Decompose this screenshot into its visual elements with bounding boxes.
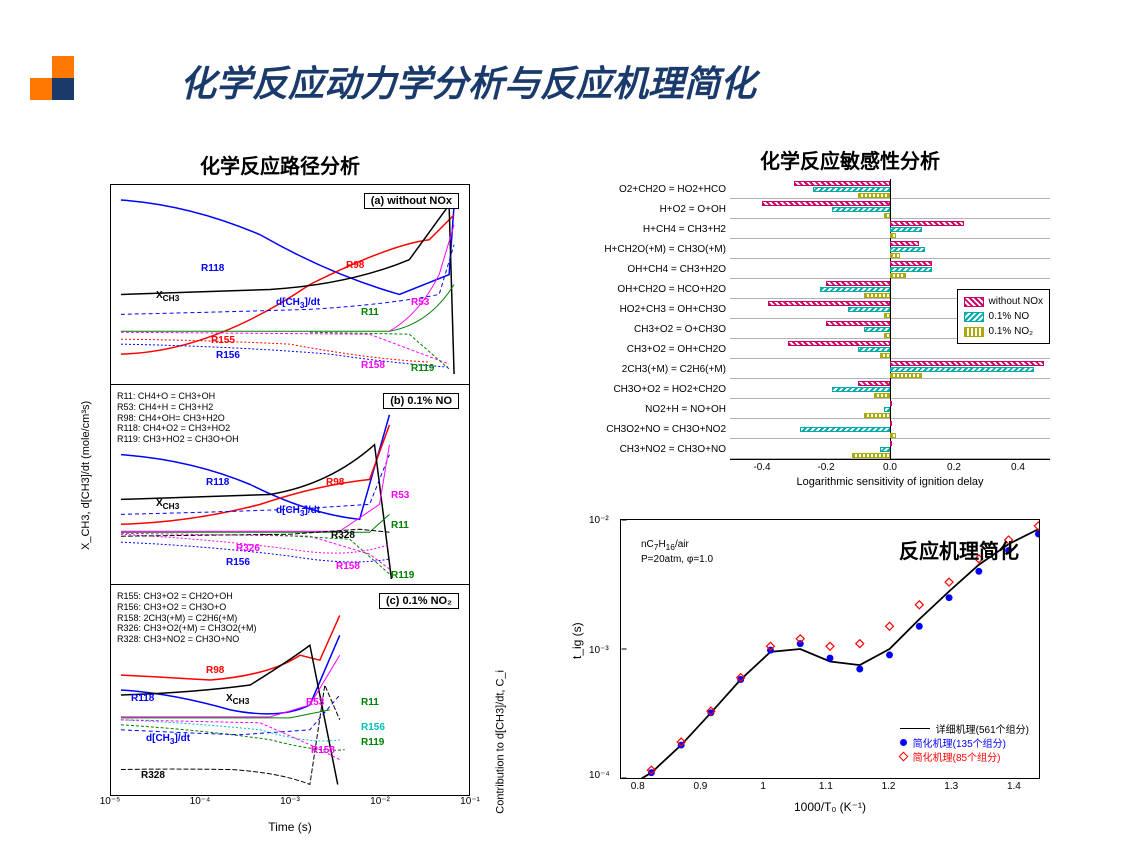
sensitivity-chart: without NOx 0.1% NO 0.1% NO₂ O2+CH2O = H… <box>530 179 1070 489</box>
sens-row: CH3O2+NO = CH3O+NO2 <box>530 419 1070 439</box>
sens-row: 2CH3(+M) = C2H6(+M) <box>530 359 1070 379</box>
sens-bar-canvas <box>730 239 1050 259</box>
ig-conditions: nC7H16/airP=20atm, φ=1.0 <box>641 538 713 566</box>
ig-y-label: t_ig (s) <box>570 622 584 659</box>
plot-a-svg <box>111 185 469 384</box>
left-y-label: X_CH3, d[CH3]/dt (mole/cm³s) <box>80 401 92 550</box>
sens-bar-canvas <box>730 399 1050 419</box>
sens-bar-canvas <box>730 359 1050 379</box>
sens-rxn-label: OH+CH4 = CH3+H2O <box>530 264 730 275</box>
subplot-a: 10⁻² 10⁻⁴ 10⁻⁶ 10⁻⁸ 10⁻¹⁰ 0.8 0.6 0.4 0.… <box>111 185 469 385</box>
sens-bar-canvas <box>730 259 1050 279</box>
sens-rxn-label: CH3O2+NO = CH3O+NO2 <box>530 424 730 435</box>
sens-bar-canvas <box>730 179 1050 199</box>
ig-plot: 反应机理简化 nC7H16/airP=20atm, φ=1.0 详细机理(561… <box>620 519 1040 779</box>
panel-c-label: (c) 0.1% NO₂ <box>379 593 459 609</box>
sens-x-axis: -0.4 -0.2 0.0 0.2 0.4 Logarithmic sensit… <box>730 459 1050 489</box>
rxn-list-c: R155: CH3+O2 = CH2O+OH R156: CH3+O2 = CH… <box>117 591 257 645</box>
header: 化学反应动力学分析与反应机理简化 <box>30 55 1110 107</box>
sens-row: O2+CH2O = HO2+HCO <box>530 179 1070 199</box>
sens-rxn-label: HO2+CH3 = OH+CH3O <box>530 304 730 315</box>
subplot-stack: 10⁻² 10⁻⁴ 10⁻⁶ 10⁻⁸ 10⁻¹⁰ 0.8 0.6 0.4 0.… <box>110 184 470 796</box>
sens-bar-canvas <box>730 219 1050 239</box>
sens-rxn-label: NO2+H = NO+OH <box>530 404 730 415</box>
ig-title: 反应机理简化 <box>899 535 1019 564</box>
sens-rxn-label: O2+CH2O = HO2+HCO <box>530 184 730 195</box>
sens-bar-canvas <box>730 379 1050 399</box>
sens-rxn-label: H+CH2O(+M) = CH3O(+M) <box>530 244 730 255</box>
ig-x-label: 1000/T₀ (K⁻¹) <box>620 800 1040 814</box>
sens-row: H+CH2O(+M) = CH3O(+M) <box>530 239 1070 259</box>
panel-a-label: (a) without NOx <box>364 193 459 209</box>
main-title: 化学反应动力学分析与反应机理简化 <box>180 55 756 107</box>
sens-bar-canvas <box>730 439 1050 459</box>
sens-row: CH3+NO2 = CH3O+NO <box>530 439 1070 459</box>
sens-row: CH3O+O2 = HO2+CH2O <box>530 379 1070 399</box>
sens-rxn-label: 2CH3(+M) = C2H6(+M) <box>530 364 730 375</box>
sens-rxn-label: H+O2 = O+OH <box>530 204 730 215</box>
left-subtitle: 化学反应路径分析 <box>70 150 490 179</box>
sens-subtitle: 化学反应敏感性分析 <box>610 145 1090 174</box>
sens-rxn-label: H+CH4 = CH3+H2 <box>530 224 730 235</box>
sens-row: H+O2 = O+OH <box>530 199 1070 219</box>
sens-row: NO2+H = NO+OH <box>530 399 1070 419</box>
left-y2-label: Contribution to d[CH3]/dt, C_i <box>495 670 507 814</box>
rxn-list-b: R11: CH4+O = CH3+OH R53: CH4+H = CH3+H2 … <box>117 391 239 445</box>
ig-legend: 详细机理(561个组分) 简化机理(135个组分) 简化机理(85个组分) <box>900 721 1029 763</box>
left-panel: 化学反应路径分析 X_CH3, d[CH3]/dt (mole/cm³s) Co… <box>70 150 490 834</box>
panel-b-label: (b) 0.1% NO <box>383 393 459 409</box>
sens-row: OH+CH4 = CH3+H2O <box>530 259 1070 279</box>
subplot-b: 10⁻² 10⁻⁴ 10⁻⁶ 10⁻⁸ 10⁻¹⁰ 0.8 0.6 0.4 0.… <box>111 385 469 585</box>
sens-row: H+CH4 = CH3+H2 <box>530 219 1070 239</box>
left-x-ticks: 10⁻⁵ 10⁻⁴ 10⁻³ 10⁻² 10⁻¹ <box>110 796 470 808</box>
sens-bar-canvas <box>730 199 1050 219</box>
sens-legend: without NOx 0.1% NO 0.1% NO₂ <box>957 289 1050 344</box>
sens-rxn-label: CH3+NO2 = CH3O+NO <box>530 444 730 455</box>
sens-bar-canvas <box>730 419 1050 439</box>
left-x-label: Time (s) <box>110 820 470 834</box>
right-panel: 化学反应敏感性分析 without NOx 0.1% NO 0.1% NO₂ O… <box>530 145 1090 809</box>
sens-rxn-label: CH3+O2 = OH+CH2O <box>530 344 730 355</box>
logo <box>30 56 90 106</box>
sens-rxn-label: CH3O+O2 = HO2+CH2O <box>530 384 730 395</box>
sens-rxn-label: OH+CH2O = HCO+H2O <box>530 284 730 295</box>
ignition-chart: t_ig (s) 反应机理简化 nC7H16/airP=20atm, φ=1.0… <box>570 509 1050 809</box>
sens-rxn-label: CH3+O2 = O+CH3O <box>530 324 730 335</box>
subplot-c: 10⁻² 10⁻⁴ 10⁻⁶ 10⁻⁸ 10⁻¹⁰ 0.8 0.6 0.4 0.… <box>111 585 469 795</box>
